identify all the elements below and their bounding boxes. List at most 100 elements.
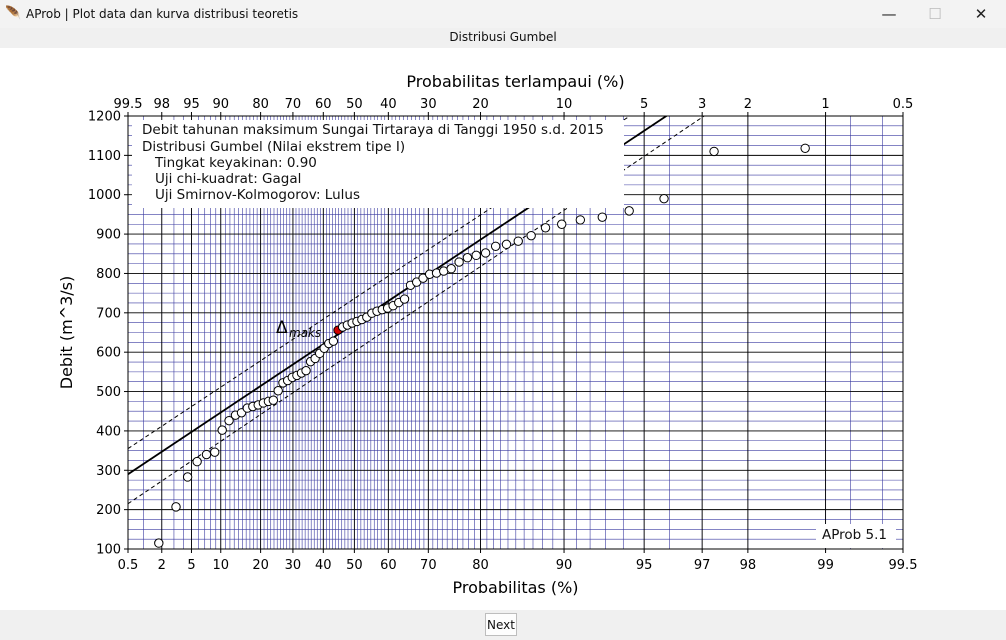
info-line-2: Distribusi Gumbel (Nilai ekstrem tipe I)	[142, 139, 406, 155]
info-box: Debit tahunan maksimum Sungai Tirtaraya …	[132, 120, 624, 208]
y-tick-label: 1200	[88, 110, 121, 125]
data-point	[480, 248, 491, 258]
data-point	[513, 236, 523, 246]
confidence-lower-line	[128, 116, 706, 505]
confidence-upper-line	[128, 116, 631, 450]
y-tick-label: 100	[96, 543, 121, 558]
data-point	[462, 253, 473, 263]
y-tick-label: 700	[96, 306, 121, 321]
x-tick-label: 95	[636, 558, 653, 573]
minimize-button[interactable]: —	[881, 5, 897, 23]
x2-tick-label: 98	[153, 97, 170, 112]
data-point	[224, 415, 234, 426]
data-point	[575, 215, 586, 225]
plot-content	[128, 116, 903, 549]
data-point	[217, 425, 227, 435]
x-tick-label: 5	[187, 558, 195, 573]
x2-tick-label: 70	[285, 97, 302, 112]
data-point	[490, 241, 501, 251]
plot-frame	[127, 115, 904, 550]
data-point	[624, 206, 634, 216]
x2-tick-label: 30	[420, 97, 437, 112]
y-tick-label: 1100	[88, 149, 121, 164]
footer: Next	[0, 610, 1006, 640]
feather-icon: 🪶	[5, 6, 22, 21]
x-tick-label: 20	[252, 558, 269, 573]
data-point	[454, 257, 464, 267]
x2-tick-label: 1	[821, 97, 829, 112]
x-tick-label: 60	[380, 558, 397, 573]
header-title: Distribusi Gumbel	[449, 30, 557, 44]
data-point	[192, 456, 202, 467]
x-tick-label: 50	[346, 558, 363, 573]
data-point	[597, 212, 607, 222]
data-point	[328, 336, 339, 346]
x-tick-label: 10	[212, 558, 229, 573]
x-tick-label: 40	[315, 558, 332, 573]
y-tick-label: 900	[96, 228, 121, 243]
delta-label: Δ	[276, 318, 288, 338]
next-button[interactable]: Next	[485, 613, 517, 636]
data-point	[501, 239, 512, 250]
x-tick-label: 98	[740, 558, 757, 573]
x-tick-label: 80	[472, 558, 489, 573]
x2-tick-label: 0.5	[893, 97, 914, 112]
x-axis-title: Probabilitas (%)	[452, 578, 578, 597]
y-tick-label: 200	[96, 503, 121, 518]
data-point	[171, 502, 181, 512]
data-point	[154, 538, 164, 548]
x-tick-label: 0.5	[118, 558, 139, 573]
x2-tick-label: 5	[640, 97, 648, 112]
info-line-3: Tingkat keyakinan: 0.90	[155, 155, 317, 171]
y-axis-title: Debit (m^3/s)	[57, 276, 76, 390]
delta-subscript: maks	[289, 326, 321, 340]
x2-tick-label: 2	[744, 97, 752, 112]
x-tick-label: 97	[694, 558, 711, 573]
x2-axis-title: Probabilitas terlampaui (%)	[406, 72, 624, 91]
data-point	[268, 395, 279, 405]
x2-tick-label: 99.5	[114, 97, 143, 112]
data-point	[800, 143, 810, 153]
data-point	[446, 264, 456, 274]
data-point	[201, 449, 212, 460]
y-tick-label: 1000	[88, 188, 121, 203]
data-point	[526, 230, 536, 241]
x-tick-label: 90	[556, 558, 573, 573]
x2-tick-label: 20	[472, 97, 489, 112]
y-tick-label: 300	[96, 464, 121, 479]
x-tick-label: 2	[158, 558, 166, 573]
data-point	[557, 219, 567, 229]
data-point	[471, 250, 481, 261]
data-point	[210, 447, 220, 457]
info-line-5: Uji Smirnov-Kolmogorov: Lulus	[155, 187, 360, 203]
x2-tick-label: 50	[346, 97, 363, 112]
data-point	[540, 223, 551, 233]
title-bar: 🪶 AProb | Plot data dan kurva distribusi…	[0, 0, 1006, 28]
x2-tick-label: 10	[556, 97, 573, 112]
chart-header: Distribusi Gumbel	[0, 28, 1006, 48]
y-tick-label: 600	[96, 346, 121, 361]
x2-tick-label: 95	[183, 97, 200, 112]
info-line-1: Debit tahunan maksimum Sungai Tirtaraya …	[142, 122, 604, 138]
x-tick-label: 70	[420, 558, 437, 573]
x-tick-label: 99.5	[889, 558, 918, 573]
maximize-button: ☐	[928, 5, 942, 23]
info-line-4: Uji chi-kuadrat: Gagal	[155, 171, 302, 187]
y-tick-label: 800	[96, 267, 121, 282]
y-tick-label: 400	[96, 424, 121, 439]
x2-tick-label: 40	[380, 97, 397, 112]
fit-line	[128, 116, 668, 475]
version-label: AProb 5.1	[822, 527, 887, 543]
x2-tick-label: 3	[698, 97, 706, 112]
data-point	[709, 146, 719, 157]
window-title: AProb | Plot data dan kurva distribusi t…	[26, 7, 299, 21]
x2-tick-label: 90	[212, 97, 229, 112]
x-tick-label: 99	[817, 558, 834, 573]
close-button[interactable]: ✕	[974, 5, 988, 23]
x2-tick-label: 80	[252, 97, 269, 112]
data-point	[399, 294, 410, 304]
x2-tick-label: 60	[315, 97, 332, 112]
version-box: AProb 5.1	[816, 524, 896, 548]
y-tick-label: 500	[96, 385, 121, 400]
